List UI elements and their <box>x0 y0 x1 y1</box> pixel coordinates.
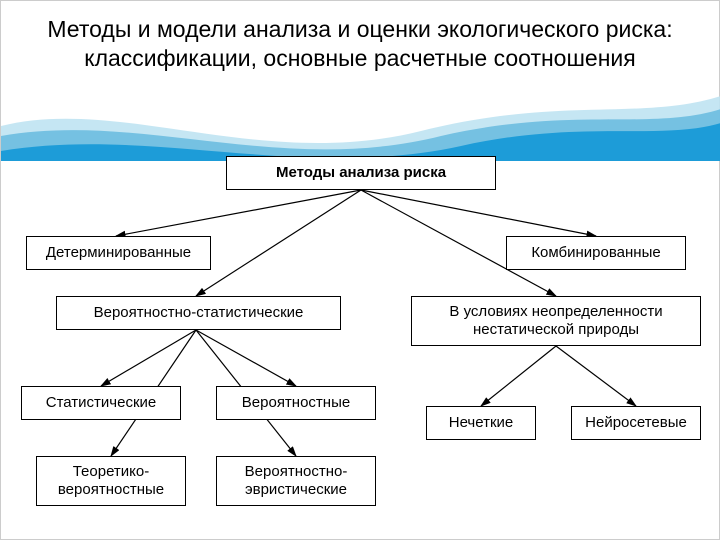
node-prob: Вероятностные <box>216 386 376 420</box>
arrow-4 <box>101 330 196 386</box>
arrow-9 <box>556 346 636 406</box>
node-root: Методы анализа риска <box>226 156 496 190</box>
slide: Методы и модели анализа и оценки экологи… <box>0 0 720 540</box>
node-heur: Вероятностно-эвристические <box>216 456 376 506</box>
arrow-5 <box>196 330 296 386</box>
slide-title: Методы и модели анализа и оценки экологи… <box>41 15 679 73</box>
node-combin: Комбинированные <box>506 236 686 270</box>
node-neural: Нейросетевые <box>571 406 701 440</box>
arrow-8 <box>481 346 556 406</box>
node-uncertain: В условиях неопределенности нестатическо… <box>411 296 701 346</box>
arrow-1 <box>361 190 596 236</box>
node-probstat: Вероятностно-статистические <box>56 296 341 330</box>
node-theor: Теоретико-вероятностные <box>36 456 186 506</box>
node-stat: Статистические <box>21 386 181 420</box>
node-determ: Детерминированные <box>26 236 211 270</box>
node-fuzzy: Нечеткие <box>426 406 536 440</box>
